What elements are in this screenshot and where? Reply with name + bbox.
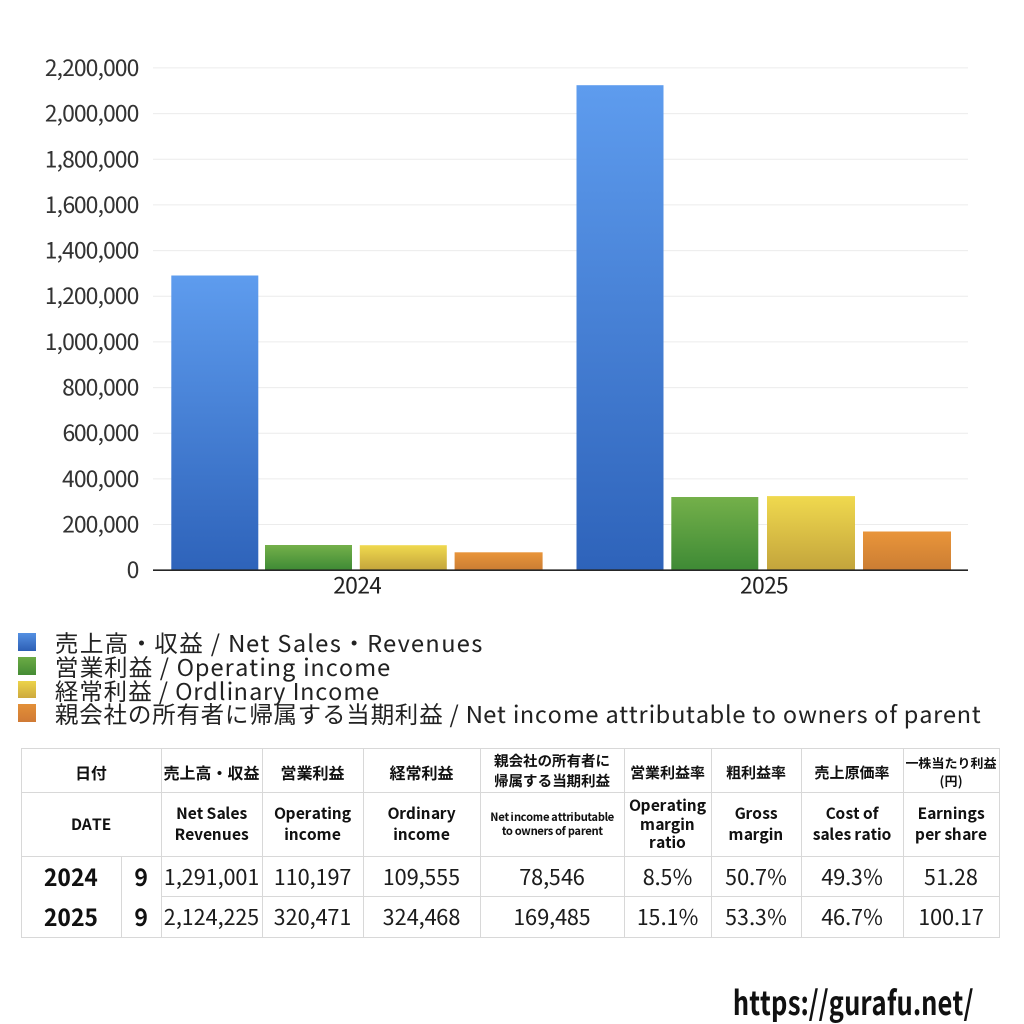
svg-text:800,000: 800,000 bbox=[62, 371, 138, 403]
svg-text:0: 0 bbox=[127, 553, 139, 585]
svg-text:1,800,000: 1,800,000 bbox=[45, 142, 139, 174]
svg-text:2024: 2024 bbox=[333, 569, 381, 601]
svg-text:2025: 2025 bbox=[740, 569, 788, 601]
svg-text:200,000: 200,000 bbox=[62, 508, 138, 540]
svg-text:1,200,000: 1,200,000 bbox=[45, 279, 139, 311]
svg-text:1,400,000: 1,400,000 bbox=[45, 234, 139, 266]
svg-text:2,000,000: 2,000,000 bbox=[45, 97, 139, 129]
svg-text:2,200,000: 2,200,000 bbox=[45, 51, 139, 83]
svg-text:1,000,000: 1,000,000 bbox=[45, 325, 139, 357]
svg-text:600,000: 600,000 bbox=[62, 416, 138, 448]
svg-text:1,600,000: 1,600,000 bbox=[45, 188, 139, 220]
svg-text:400,000: 400,000 bbox=[62, 462, 138, 494]
